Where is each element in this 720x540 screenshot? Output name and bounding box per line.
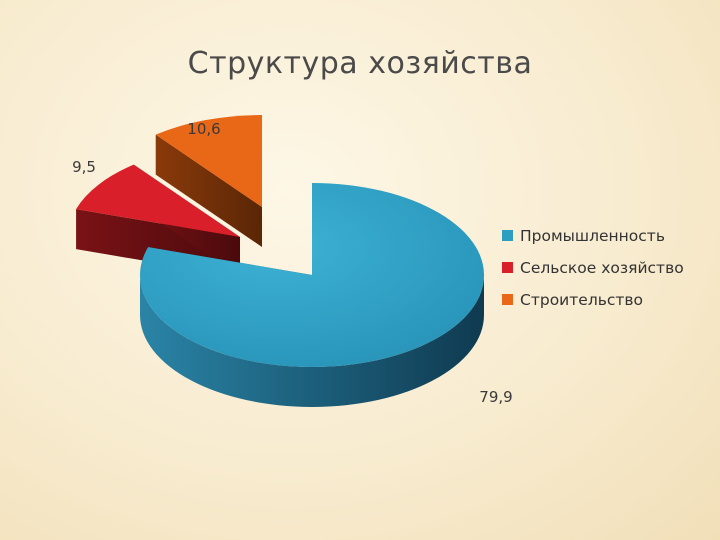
- legend-swatch-agriculture: [502, 262, 513, 273]
- chart-title: Структура хозяйства: [187, 46, 533, 81]
- legend-label-construction: Строительство: [520, 291, 643, 309]
- legend-swatch-construction: [502, 294, 513, 305]
- slice-cut-construction-0: [155, 134, 262, 247]
- pie-slice-industry: [140, 183, 485, 407]
- slice-top-construction: [155, 115, 262, 207]
- pie-slice-construction: [155, 115, 262, 247]
- legend-item-industry: Промышленность: [502, 227, 665, 245]
- pie-slices: [76, 115, 485, 407]
- data-label-industry: 79,9: [479, 388, 512, 406]
- legend-label-agriculture: Сельское хозяйство: [520, 259, 684, 277]
- data-labels: 79,9 9,5 10,6: [72, 120, 513, 406]
- legend: Промышленность Сельское хозяйство Строител…: [502, 227, 684, 309]
- legend-item-agriculture: Сельское хозяйство: [502, 259, 684, 277]
- slice-top-agriculture: [76, 164, 240, 237]
- slice-side-industry: [140, 275, 484, 407]
- legend-swatch-industry: [502, 230, 513, 241]
- slice-top-industry: [140, 183, 485, 368]
- legend-item-construction: Строительство: [502, 291, 643, 309]
- legend-label-industry: Промышленность: [520, 227, 665, 245]
- data-label-agriculture: 9,5: [72, 158, 96, 176]
- data-label-construction: 10,6: [187, 120, 220, 138]
